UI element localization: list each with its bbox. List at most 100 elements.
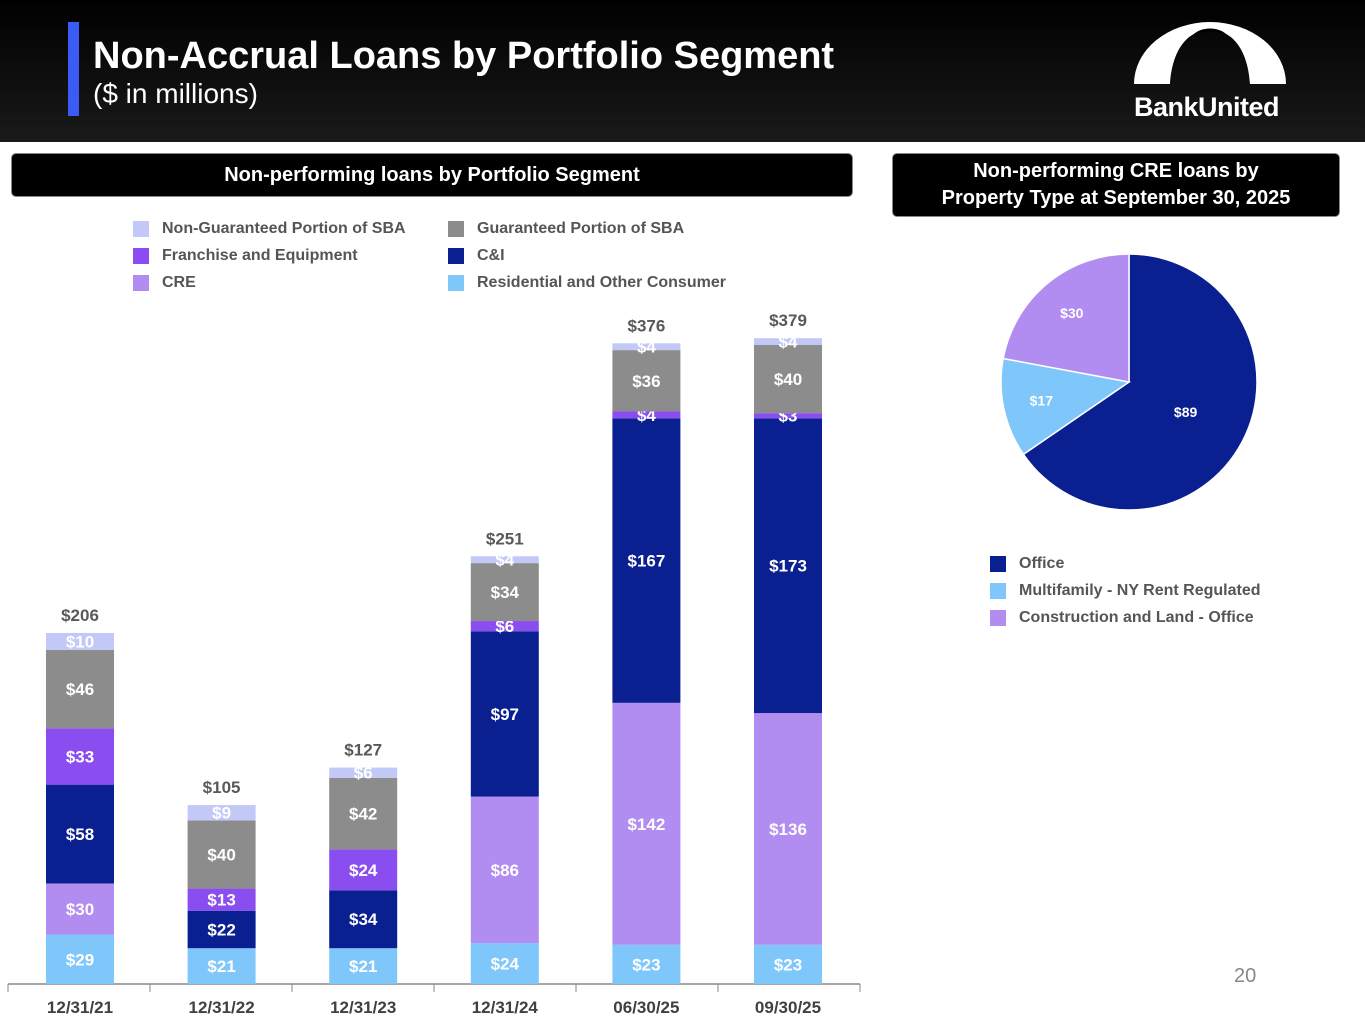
legend-swatch — [990, 610, 1006, 626]
bar-segment — [187, 910, 256, 949]
segment-label: $30 — [66, 900, 94, 919]
segment-label: $24 — [349, 861, 378, 880]
legend-label: Guaranteed Portion of SBA — [477, 220, 685, 237]
x-tick-label: 06/30/25 — [613, 998, 679, 1017]
bar-segment — [329, 849, 398, 891]
bar-segment — [329, 777, 398, 850]
segment-label: $4 — [779, 333, 798, 352]
legend-swatch — [133, 275, 149, 291]
bar-segment — [46, 934, 114, 984]
segment-label: $40 — [207, 845, 235, 864]
segment-label: $136 — [769, 820, 807, 839]
legend-label: CRE — [162, 274, 196, 291]
legend-label: C&I — [477, 247, 505, 264]
segment-label: $9 — [212, 804, 231, 823]
pie-slice — [1000, 357, 1131, 456]
segment-label: $173 — [769, 557, 807, 576]
bar-segment — [612, 702, 681, 945]
legend-swatch — [990, 556, 1006, 572]
segment-label: $58 — [66, 825, 94, 844]
segment-label: $142 — [627, 815, 665, 834]
legend-label: Residential and Other Consumer — [477, 274, 726, 291]
legend-label: Non-Guaranteed Portion of SBA — [162, 220, 406, 237]
x-tick-label: 12/31/24 — [472, 998, 539, 1017]
pie-label: $89 — [1174, 404, 1198, 420]
bar-segment — [612, 343, 681, 351]
segment-label: $86 — [491, 861, 519, 880]
legend-item: CRE — [133, 274, 196, 292]
segment-label: $23 — [632, 955, 660, 974]
page-subtitle: ($ in millions) — [93, 78, 258, 109]
x-tick-label: 12/31/23 — [330, 998, 396, 1017]
segment-label: $36 — [632, 372, 660, 391]
bar-segment — [329, 890, 398, 949]
legend-swatch — [448, 248, 464, 264]
bar-segment — [470, 631, 539, 797]
legend-label: Franchise and Equipment — [162, 247, 358, 264]
segment-label: $13 — [207, 891, 235, 910]
total-label: $127 — [344, 741, 382, 760]
bar-segment — [187, 805, 256, 821]
bar-segment — [612, 418, 681, 703]
legend-swatch — [448, 275, 464, 291]
x-tick-label: 12/31/22 — [189, 998, 255, 1017]
segment-label: $6 — [354, 764, 373, 783]
legend-swatch — [448, 221, 464, 237]
page-title: Non-Accrual Loans by Portfolio Segment — [93, 35, 835, 77]
right-title-line1: Non-performing CRE loans by — [973, 160, 1259, 182]
left-panel-title: Non-performing loans by Portfolio Segmen… — [11, 153, 853, 197]
bar-segment — [754, 413, 822, 419]
segment-label: $4 — [495, 551, 514, 570]
right-panel-title: Non-performing CRE loans by Property Typ… — [892, 153, 1340, 217]
segment-label: $33 — [66, 748, 94, 767]
legend-swatch — [133, 221, 149, 237]
legend-item: Residential and Other Consumer — [448, 274, 726, 292]
legend-swatch — [133, 248, 149, 264]
legend-label: Construction and Land - Office — [1019, 609, 1254, 626]
segment-label: $6 — [495, 617, 514, 636]
bar-segment — [754, 418, 822, 714]
legend-label: Multifamily - NY Rent Regulated — [1019, 582, 1261, 599]
segment-label: $42 — [349, 805, 377, 824]
segment-label: $34 — [349, 910, 378, 929]
bar-segment — [612, 944, 681, 984]
bar-segment — [754, 944, 822, 984]
bar-chart: $29 $30 $58 $33 $46 $10 $206 12/31/21 $21 $22 $13 $… — [7, 311, 861, 1017]
legend-item: Franchise and Equipment — [133, 247, 358, 265]
bar-segment — [612, 350, 681, 412]
segment-label: $23 — [774, 955, 802, 974]
total-label: $376 — [627, 316, 665, 335]
segment-label: $21 — [207, 957, 235, 976]
legend-label: Office — [1019, 555, 1065, 572]
legend-item: Guaranteed Portion of SBA — [448, 220, 684, 238]
segment-label: $22 — [207, 920, 235, 939]
pie-legend-item: Construction and Land - Office — [990, 609, 1254, 627]
pie-legend-item: Office — [990, 555, 1064, 573]
segment-label: $24 — [491, 955, 520, 974]
total-label: $206 — [61, 606, 99, 625]
bar-segment — [329, 948, 398, 984]
pie-legend-item: Multifamily - NY Rent Regulated — [990, 582, 1261, 600]
x-tick-label: 12/31/21 — [47, 998, 113, 1017]
segment-label: $4 — [637, 338, 656, 357]
segment-label: $40 — [774, 370, 802, 389]
bar-segment — [46, 784, 114, 884]
page-number: 20 — [1234, 965, 1257, 987]
segment-label: $21 — [349, 957, 377, 976]
bar-segment — [470, 563, 539, 622]
segment-label: $46 — [66, 680, 94, 699]
bar-segment — [470, 556, 539, 564]
total-label: $105 — [203, 778, 241, 797]
total-label: $251 — [486, 529, 524, 548]
pie-slice — [1022, 253, 1258, 511]
segment-label: $167 — [627, 552, 665, 571]
bar-segment — [470, 621, 539, 632]
pie-label: $30 — [1060, 305, 1084, 321]
bar-segment — [329, 767, 398, 778]
bar-segment — [470, 943, 539, 984]
segment-label: $97 — [491, 705, 519, 724]
header: Non-Accrual Loans by Portfolio Segment (… — [0, 0, 1365, 142]
bar-segment — [754, 713, 822, 945]
accent-bar — [68, 22, 79, 116]
x-tick-label: 09/30/25 — [755, 998, 821, 1017]
